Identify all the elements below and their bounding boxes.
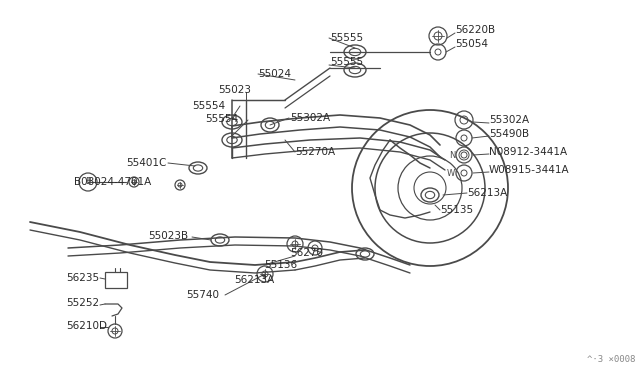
Text: 55554: 55554 — [205, 114, 238, 124]
Text: 56235: 56235 — [66, 273, 99, 283]
Text: 55490B: 55490B — [489, 129, 529, 139]
Text: 55555: 55555 — [330, 33, 363, 43]
Text: 55054: 55054 — [455, 39, 488, 49]
Text: N08912-3441A: N08912-3441A — [489, 147, 567, 157]
Text: 55555: 55555 — [330, 57, 363, 67]
Text: ^·3 ×0008: ^·3 ×0008 — [587, 355, 635, 364]
Text: 56270: 56270 — [290, 248, 323, 258]
Text: 55554: 55554 — [192, 101, 225, 111]
Text: 55401C: 55401C — [126, 158, 166, 168]
Text: 55023: 55023 — [218, 85, 251, 95]
Text: 55302A: 55302A — [489, 115, 529, 125]
Text: 55740: 55740 — [186, 290, 219, 300]
Text: 55302A: 55302A — [290, 113, 330, 123]
Text: B: B — [85, 177, 91, 186]
Bar — [105, 272, 127, 288]
Text: 56210D: 56210D — [66, 321, 107, 331]
Text: W08915-3441A: W08915-3441A — [489, 165, 570, 175]
Text: 56220B: 56220B — [455, 25, 495, 35]
Text: B08024-4701A: B08024-4701A — [74, 177, 151, 187]
Text: 55023B: 55023B — [148, 231, 188, 241]
Text: 55136: 55136 — [264, 260, 297, 270]
Text: N: N — [449, 151, 455, 160]
Text: W: W — [447, 169, 455, 177]
Text: 55270A: 55270A — [295, 147, 335, 157]
Text: 56213A: 56213A — [467, 188, 508, 198]
Text: 56213A: 56213A — [234, 275, 275, 285]
Text: 55135: 55135 — [440, 205, 473, 215]
Text: 55252: 55252 — [66, 298, 99, 308]
Text: 55024: 55024 — [258, 69, 291, 79]
